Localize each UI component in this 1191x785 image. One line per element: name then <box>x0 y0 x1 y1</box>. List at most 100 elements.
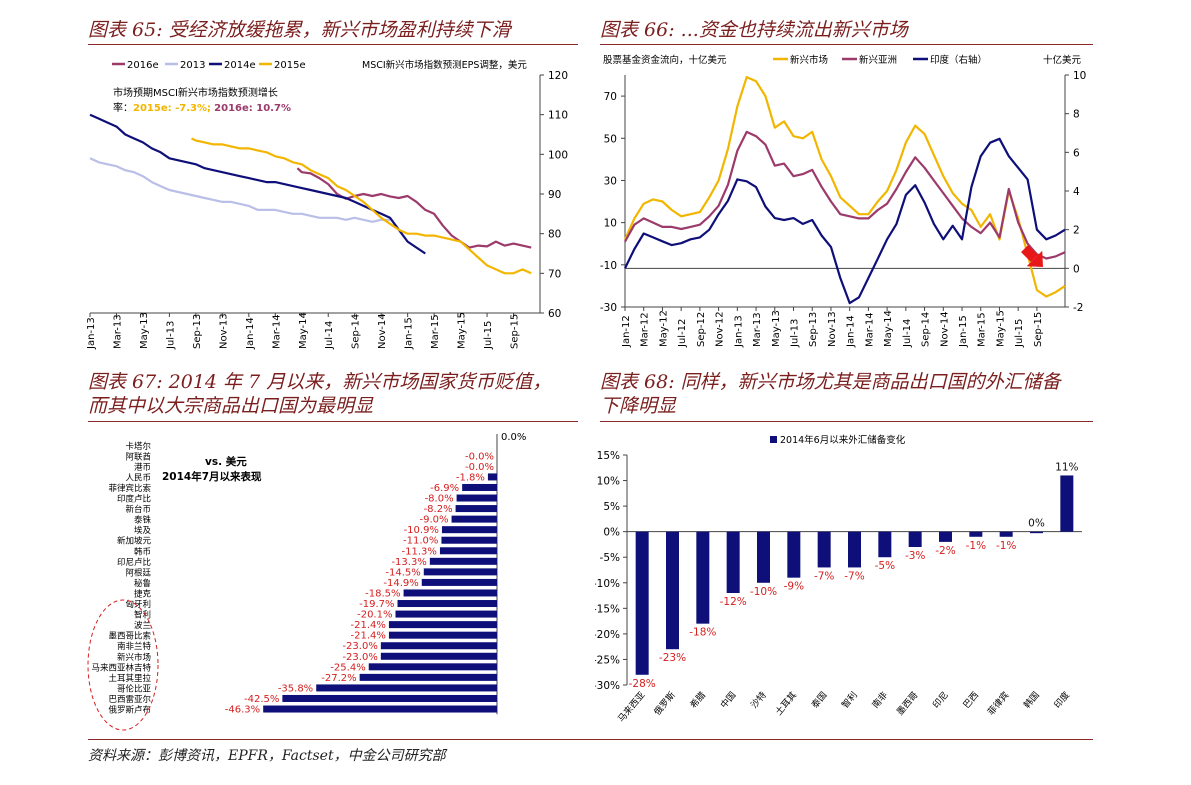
source-note: 资料来源：彭博资讯，EPFR，Factset，中金公司研究部 <box>88 748 446 764</box>
chart66-xtick-label: May-12 <box>658 310 669 347</box>
chart67-bar <box>423 568 497 576</box>
chart66-ytick-right-label: 0 <box>1073 263 1080 275</box>
chart68-ytick-label: -10% <box>595 578 620 590</box>
chart68-plot: 15% 10% 5% 0% -5% -10% -15% -20% -25% -30% -28%马来西… <box>595 450 1082 725</box>
chart66-ytick-left-label: 50 <box>604 133 617 145</box>
chart67-category-label: 巴西雷亚尔 <box>108 694 151 705</box>
chart66-xtick-label: Sep-15 <box>1033 312 1044 347</box>
chart65-ytick-label: 90 <box>548 189 561 201</box>
chart67-value-label: -14.9% <box>383 578 418 589</box>
chart68-ytick-label: 10% <box>597 476 620 488</box>
chart68-ytick-label: 0% <box>603 527 620 539</box>
chart67-category-label: 墨西哥比索 <box>108 631 151 642</box>
chart68-bar <box>696 531 710 624</box>
chart67-value-label: -9.0% <box>420 515 449 526</box>
chart66-ytick-right-label: 2 <box>1073 225 1080 237</box>
chart67-category-label: 土耳其里拉 <box>108 673 151 684</box>
legend-2013-label: 2013 <box>180 60 205 71</box>
chart67-title-line1: 图表 67: 2014 年 7 月以来，新兴市场国家货币贬值， <box>88 371 552 393</box>
chart65-series-2014e <box>89 113 426 255</box>
chart68-category-label: 泰国 <box>809 689 830 711</box>
chart67-category-label: 新兴市场 <box>117 652 151 663</box>
chart67-value-label: -0.0% <box>465 451 494 462</box>
chart66-xtick-label: Mar-12 <box>640 312 651 347</box>
chart67-note-line2: 2014年7月以来表现 <box>162 470 262 483</box>
legend-2014e-label: 2014e <box>224 60 256 71</box>
chart66-axis-title: 股票基金资金流向，十亿美元 <box>603 54 727 66</box>
chart67-highlight-circle <box>87 599 159 731</box>
chart68-category-label: 南非 <box>869 689 890 711</box>
chart68-category-label: 中国 <box>718 689 739 711</box>
chart65-series-2016e <box>296 167 532 249</box>
chart66-xtick-label: Jul-14 <box>902 319 913 348</box>
chart68-svg: 2014年6月以来外汇储备变化 15% 10% 5% 0% -5% -10% -15% -20… <box>595 434 1082 725</box>
chart68-value-label: 11% <box>1055 461 1078 473</box>
chart65-series-2013 <box>89 157 390 223</box>
chart65-annotation-2015: 2015e: -7.3%; <box>133 103 211 114</box>
chart68-value-label: 0% <box>1028 518 1045 530</box>
chart66-right-axis-title: 十亿美元 <box>1043 54 1082 66</box>
chart67-category-label: 埃及 <box>134 525 152 536</box>
chart68-bar <box>635 531 649 675</box>
chart67-value-label: -20.1% <box>357 610 392 621</box>
chart67-title-rule <box>88 421 578 422</box>
chart67-value-label: -42.5% <box>244 694 279 705</box>
chart65-xtick-label: Jul-14 <box>324 321 335 350</box>
chart67-bar <box>316 684 497 692</box>
chart67-value-label: -11.0% <box>403 536 438 547</box>
chart68-category-label: 俄罗斯 <box>651 689 678 717</box>
chart66-ytick-left-label: -10 <box>600 260 617 272</box>
source-rule <box>88 739 1093 740</box>
chart65-xtick-label: May-13 <box>139 312 150 349</box>
chart65-series-2015e <box>191 137 532 275</box>
chart65-xtick-label: Sep-14 <box>351 314 362 349</box>
legend-emasia-label: 新兴亚洲 <box>859 54 897 66</box>
chart68-value-label: -7% <box>844 570 864 582</box>
chart67-category-label: 阿联酋 <box>125 451 151 462</box>
chart65-annotation-prefix: 率： <box>113 101 133 114</box>
chart67-category-label: 泰铢 <box>134 515 152 526</box>
chart65-xtick-label: Sep-15 <box>510 314 521 349</box>
chart65-xtick-label: Jan-14 <box>245 317 256 350</box>
chart68-category-label: 巴西 <box>961 690 981 711</box>
chart67-category-label: 秘鲁 <box>134 578 151 589</box>
chart66-xtick-label: Nov-13 <box>827 311 838 347</box>
chart67-bar <box>456 494 497 502</box>
legend-2016e-label: 2016e <box>127 60 159 71</box>
chart67-bar <box>263 705 497 713</box>
chart67-bar <box>380 642 497 650</box>
chart66-xtick-label: Sep-14 <box>921 312 932 347</box>
chart67-category-label: 新加坡元 <box>117 536 152 547</box>
chart67-bar <box>487 473 497 481</box>
chart67-value-label: -0.0% <box>465 462 494 473</box>
chart68-bar <box>787 531 801 578</box>
chart65-xtick-label: Sep-13 <box>192 314 203 349</box>
chart68-bar <box>726 531 740 593</box>
chart67-category-label: 韩币 <box>134 546 151 557</box>
chart67-bar <box>388 621 497 629</box>
chart66-ytick-right-label: 8 <box>1073 109 1080 121</box>
chart68-category-label: 墨西哥 <box>895 690 921 718</box>
chart68-value-label: -1% <box>966 540 986 552</box>
chart66-series-1 <box>624 130 1066 260</box>
chart68-title-rule <box>600 421 1093 422</box>
chart65-xtick-label: Nov-13 <box>218 313 229 349</box>
chart65-ytick-label: 100 <box>548 149 568 161</box>
chart68-bar <box>878 531 892 558</box>
chart68-ytick-label: 5% <box>603 501 620 513</box>
chart67-category-label: 捷克 <box>134 588 152 599</box>
chart68-category-label: 印度 <box>1051 689 1072 711</box>
chart66-xtick-label: Nov-14 <box>939 311 950 347</box>
chart68-value-label: -28% <box>629 678 656 690</box>
chart67-category-label: 哥伦比亚 <box>117 683 152 694</box>
chart66-xtick-label: Mar-15 <box>977 312 988 347</box>
chart66-xtick-label: May-15 <box>995 310 1006 347</box>
chart65-svg: 2016e 2013 2014e 2015e MSCI新兴市场指数预测EPS调整… <box>86 59 568 350</box>
chart67-category-label: 俄罗斯卢布 <box>108 705 151 716</box>
chart67-value-label: -1.8% <box>456 472 485 483</box>
chart67-bar <box>359 673 497 681</box>
chart68-category-label: 智利 <box>839 689 860 711</box>
chart65-ytick-label: 70 <box>548 268 561 280</box>
chart66-title: 图表 66: ...资金也持续流出新兴市场 <box>600 19 908 41</box>
chart67-bar <box>462 483 497 491</box>
